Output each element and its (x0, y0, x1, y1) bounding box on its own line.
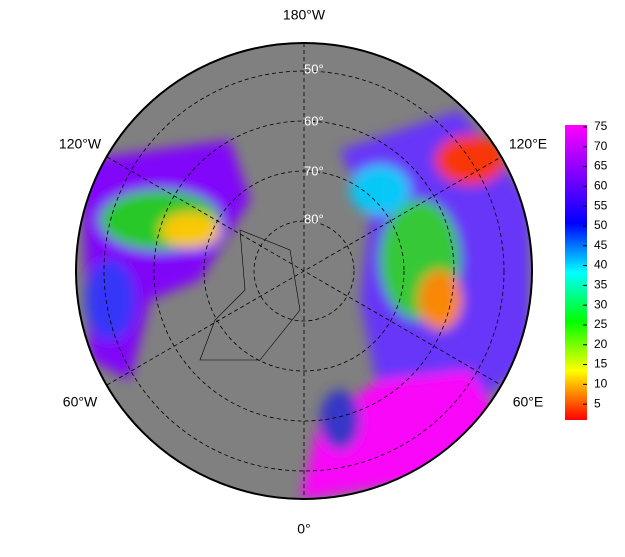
colorbar-tick-label: 30 (594, 297, 608, 311)
colorbar-tick-label: 70 (594, 139, 608, 153)
meridian-label: 60°W (63, 394, 98, 410)
colorbar-tick-label: 65 (594, 159, 608, 173)
meridian-label: 120°W (59, 136, 102, 152)
colorbar: 5 10 15 20 25 30 35 40 45 50 55 60 65 70 75 (565, 119, 608, 420)
meridian-label: 0° (297, 521, 310, 537)
latitude-label: 50° (304, 61, 324, 76)
data-field (80, 110, 530, 499)
colorbar-tick-label: 15 (594, 357, 608, 371)
labels: 180°W 120°W 120°E 60°W 60°E 0° 50° 60° 70° 80° (59, 7, 547, 537)
colorbar-scale (565, 125, 587, 420)
colorbar-tick-label: 25 (594, 317, 608, 331)
latitude-label: 60° (304, 113, 324, 128)
colorbar-tick-label: 35 (594, 278, 608, 292)
colorbar-tick-label: 10 (594, 377, 608, 391)
meridian-label: 180°W (283, 7, 326, 23)
latitude-label: 80° (304, 211, 324, 226)
map-border (75, 42, 533, 500)
colorbar-tick-label: 45 (594, 238, 608, 252)
colorbar-tick-label: 55 (594, 198, 608, 212)
colorbar-tick-label: 40 (594, 258, 608, 272)
meridian-label: 60°E (513, 394, 544, 410)
colorbar-tick-label: 60 (594, 179, 608, 193)
colorbar-tick-label: 5 (594, 396, 601, 410)
colorbar-tick-label: 75 (594, 119, 608, 133)
colorbar-tick-label: 50 (594, 218, 608, 232)
graticule (103, 43, 505, 499)
colorbar-tick-label: 20 (594, 337, 608, 351)
meridian-label: 120°E (509, 136, 547, 152)
latitude-label: 70° (304, 163, 324, 178)
